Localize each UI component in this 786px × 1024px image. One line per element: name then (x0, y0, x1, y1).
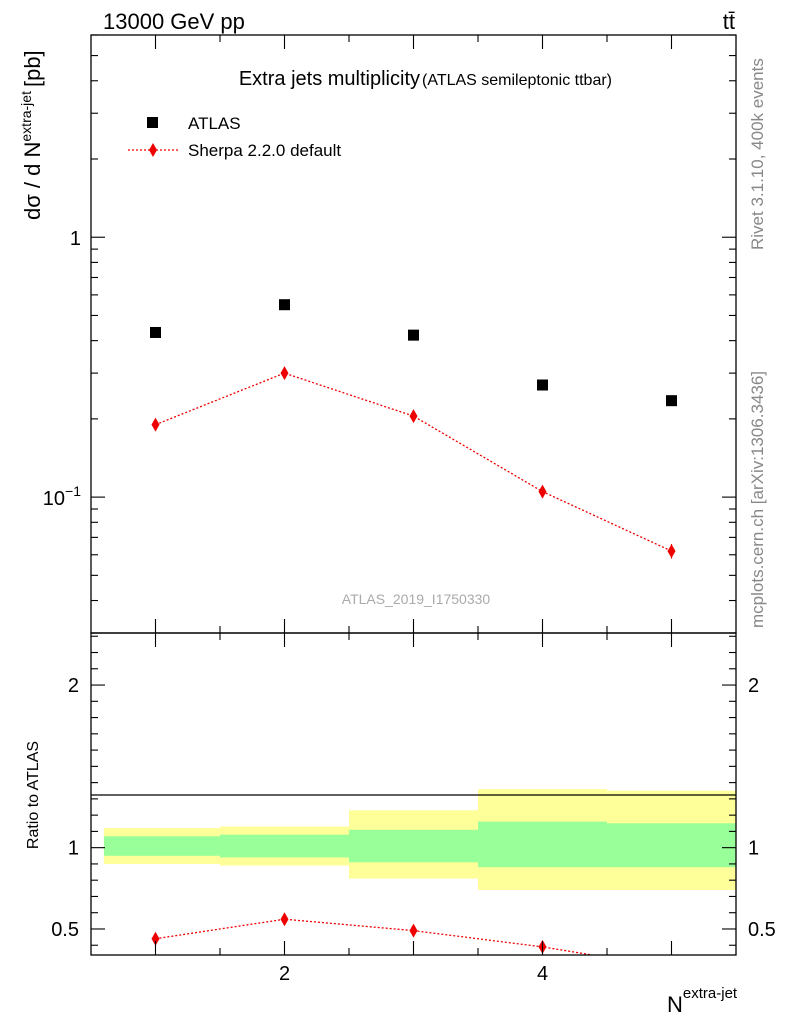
atlas-point (279, 299, 290, 311)
main-tick-labels: 10−1 1 (43, 228, 81, 510)
x-axis-label: N (667, 992, 683, 1017)
ratio-sherpa-point (280, 912, 289, 927)
x-tick-label: 4 (537, 963, 548, 985)
main-y-tick-label: 10−1 (43, 483, 81, 510)
ratio-bands (103, 789, 736, 890)
mcplots-label: mcplots.cern.ch [arXiv:1306.3436] (748, 371, 767, 628)
ratio-band-inner (103, 836, 220, 856)
atlas-point (666, 395, 677, 407)
sherpa-point (151, 417, 160, 432)
ratio-y-axis-title: Ratio to ATLAS (25, 741, 42, 849)
y-axis-unit: [pb] (20, 50, 45, 87)
main-data-layer (150, 299, 677, 559)
sherpa-point (538, 484, 547, 499)
legend-sherpa-label: Sherpa 2.2.0 default (188, 141, 341, 160)
legend-atlas-label: ATLAS (188, 114, 241, 133)
ratio-band-inner (478, 821, 607, 868)
ratio-sherpa-point (409, 923, 418, 938)
ratio-axis-ticks (91, 633, 736, 955)
legend-atlas-marker (147, 117, 158, 128)
y-axis-label: dσ / d N (20, 142, 45, 220)
chart-title: Extra jets multiplicity (239, 68, 420, 90)
x-axis-label-superscript: extra-jet (683, 985, 738, 1002)
legend: ATLAS Sherpa 2.2.0 default (128, 114, 341, 160)
tick-label-exponent: −1 (65, 483, 81, 499)
ratio-band-inner (220, 834, 349, 858)
legend-sherpa-marker (149, 143, 157, 157)
process-label: tt̄ (723, 9, 735, 34)
main-y-tick-label: 1 (70, 228, 81, 250)
x-axis-title: Nextra-jet (667, 985, 738, 1017)
sherpa-point (409, 409, 418, 424)
analysis-watermark: ATLAS_2019_I1750330 (342, 591, 491, 607)
ratio-tick-labels: 0.5 0.5 1 1 2 2 2 4 (51, 675, 776, 985)
main-axis-ticks (91, 34, 736, 634)
ratio-band-inner (349, 829, 478, 863)
tick-label-base: 10 (43, 488, 65, 510)
ratio-y-tick-label-right: 1 (748, 838, 759, 860)
chart-subtitle: (ATLAS semileptonic ttbar) (422, 72, 612, 89)
main-panel: 10−1 1 Extra jets multiplicity (ATLAS sem… (18, 34, 737, 634)
energy-label: 13000 GeV pp (103, 9, 245, 34)
ratio-y-tick-label: 0.5 (51, 919, 79, 941)
ratio-sherpa-line (155, 918, 597, 955)
sherpa-line (155, 372, 672, 552)
x-tick-label: 2 (279, 963, 290, 985)
main-y-axis-title: dσ / d Nextra-jet [pb] (18, 50, 45, 220)
sherpa-point (667, 544, 676, 559)
ratio-y-tick-label-right: 0.5 (748, 919, 776, 941)
atlas-point (150, 326, 161, 338)
ratio-y-tick-label-right: 2 (748, 675, 759, 697)
atlas-point (537, 379, 548, 391)
ratio-panel: 0.5 0.5 1 1 2 2 2 4 Ratio to ATLAS Nextra-jet (25, 632, 776, 1017)
tick-label-base: 1 (70, 228, 81, 250)
ratio-y-tick-label: 2 (68, 675, 79, 697)
y-axis-label-superscript: extra-jet (18, 91, 34, 142)
atlas-point (408, 329, 419, 341)
ratio-band-inner (607, 823, 736, 868)
ratio-data-layer (151, 912, 597, 955)
ratio-sherpa-point (151, 931, 160, 946)
sherpa-point (280, 366, 289, 381)
ratio-y-tick-label: 1 (68, 838, 79, 860)
rivet-version-label: Rivet 3.1.10, 400k events (748, 58, 767, 250)
